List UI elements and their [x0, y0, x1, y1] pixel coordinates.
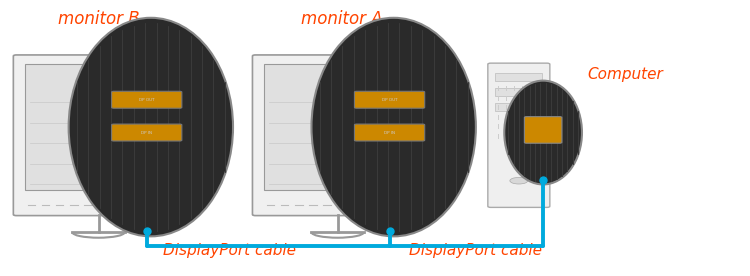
Bar: [265, 64, 411, 190]
Text: DP OUT: DP OUT: [382, 98, 398, 102]
FancyBboxPatch shape: [253, 55, 423, 216]
Text: DP IN: DP IN: [141, 131, 152, 134]
Text: DisplayPort cable: DisplayPort cable: [163, 243, 296, 258]
Bar: [495, 88, 542, 96]
Circle shape: [510, 177, 528, 184]
FancyBboxPatch shape: [13, 55, 184, 216]
Bar: [26, 64, 172, 190]
Ellipse shape: [69, 18, 233, 236]
Bar: [495, 73, 542, 81]
Bar: [495, 103, 542, 111]
FancyBboxPatch shape: [524, 117, 562, 143]
Ellipse shape: [311, 18, 476, 236]
Text: Computer: Computer: [587, 67, 663, 82]
FancyBboxPatch shape: [112, 124, 182, 141]
Ellipse shape: [504, 81, 582, 184]
Text: monitor B: monitor B: [58, 10, 140, 28]
FancyBboxPatch shape: [488, 63, 550, 207]
Text: DisplayPort cable: DisplayPort cable: [410, 243, 542, 258]
FancyBboxPatch shape: [112, 91, 182, 108]
Text: DP OUT: DP OUT: [139, 98, 154, 102]
Text: monitor A: monitor A: [301, 10, 382, 28]
FancyBboxPatch shape: [355, 91, 424, 108]
Text: DP IN: DP IN: [384, 131, 395, 134]
FancyBboxPatch shape: [355, 124, 424, 141]
